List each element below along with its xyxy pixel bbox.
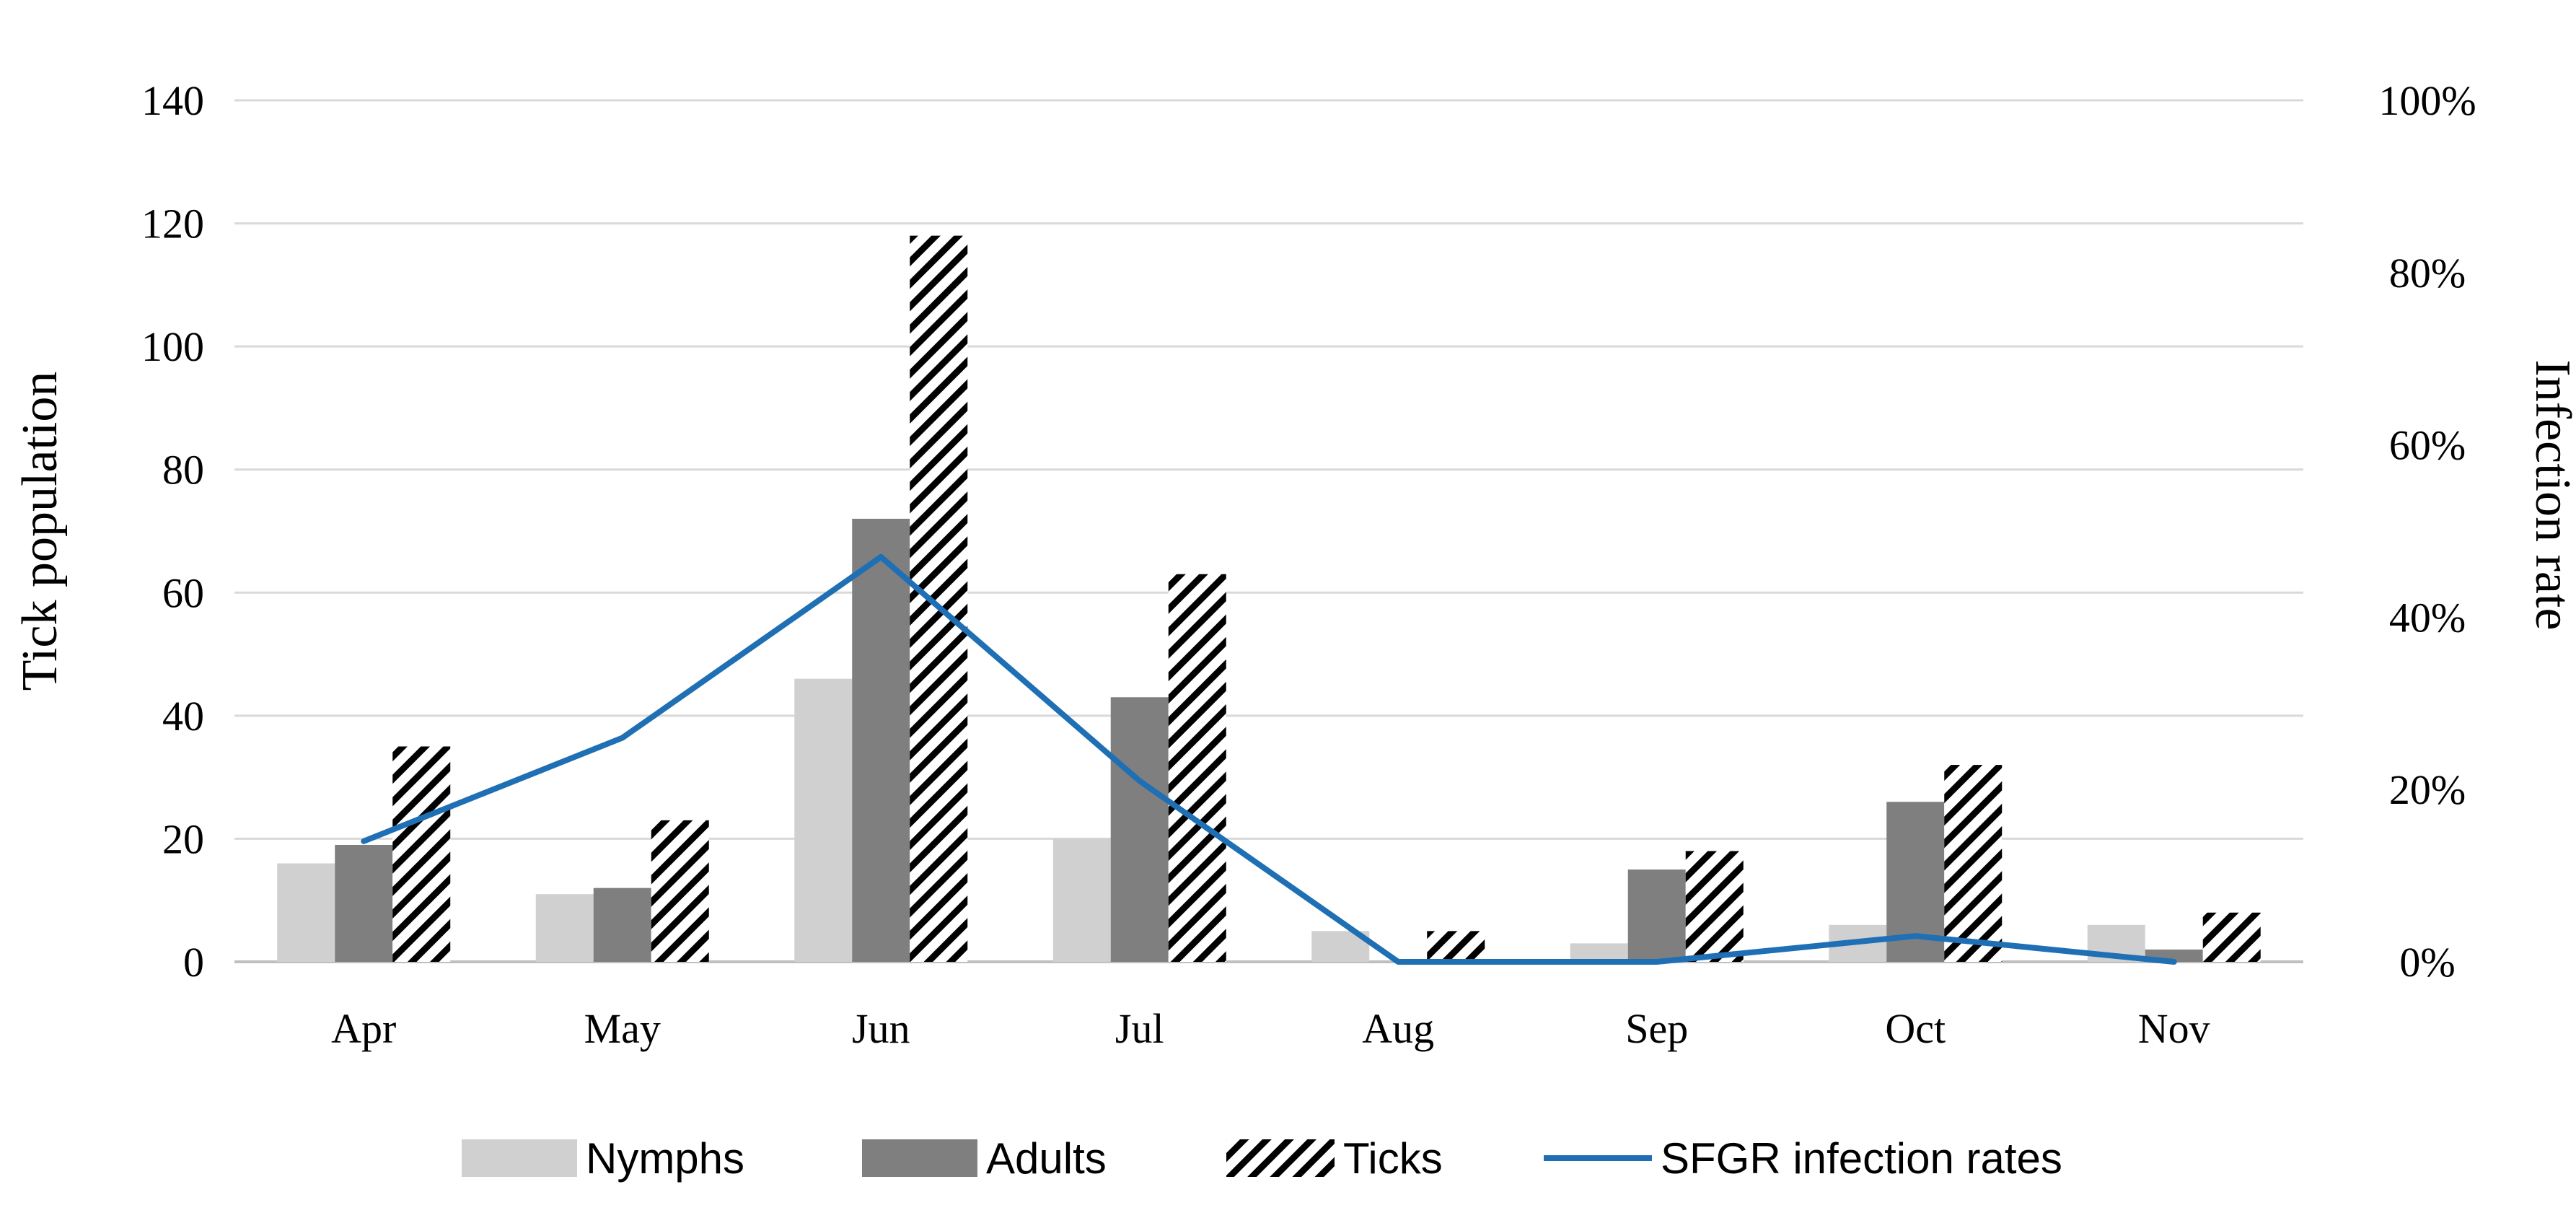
- line-sfgr-infection-rates: [361, 553, 2177, 965]
- bars: [277, 235, 2261, 963]
- legend-nymphs-label: Nymphs: [586, 1134, 744, 1183]
- x-tick-label: Jul: [1115, 1005, 1164, 1052]
- bar-nymphs-may: [535, 894, 594, 962]
- y-tick-label: 120: [141, 201, 204, 247]
- infection-line: [361, 553, 2177, 965]
- y-tick-label: 0: [183, 939, 204, 986]
- bar-ticks-oct: [1944, 765, 2003, 962]
- bar-ticks-apr: [392, 746, 451, 962]
- bar-nymphs-apr: [277, 863, 335, 962]
- legend-adults-swatch: [862, 1139, 977, 1177]
- legend-ticks-swatch: [1226, 1139, 1335, 1177]
- y2-tick-label: 60%: [2389, 422, 2466, 469]
- y2-tick-label: 40%: [2389, 594, 2466, 641]
- x-tick-label: Sep: [1625, 1005, 1688, 1052]
- legend-ticks-label: Ticks: [1343, 1134, 1443, 1183]
- x-tick-label: Nov: [2138, 1005, 2210, 1052]
- bar-ticks-jun: [910, 235, 968, 963]
- legend: Nymphs Adults Ticks SFGR infection rates: [462, 1134, 2062, 1183]
- y-axis-title: Tick population: [12, 372, 68, 691]
- legend-nymphs-swatch: [462, 1139, 577, 1177]
- bar-nymphs-sep: [1570, 943, 1628, 962]
- y-tick-label: 60: [162, 569, 204, 616]
- y-tick-label: 80: [162, 447, 204, 494]
- y-tick-label: 20: [162, 815, 204, 862]
- bar-adults-sep: [1627, 869, 1686, 962]
- bar-adults-apr: [335, 844, 393, 962]
- bar-nymphs-jun: [794, 678, 853, 962]
- bar-ticks-nov: [2202, 912, 2261, 962]
- x-tick-label: Apr: [331, 1005, 396, 1052]
- y-tick-label: 40: [162, 693, 204, 740]
- y-tick-label: 100: [141, 323, 204, 370]
- y2-tick-label: 0%: [2399, 939, 2455, 986]
- y2-tick-label: 20%: [2389, 766, 2466, 813]
- x-tick-label: Jun: [852, 1005, 910, 1052]
- x-tick-label: May: [584, 1005, 661, 1052]
- bar-ticks-jul: [1168, 574, 1226, 962]
- y-tick-label: 140: [141, 77, 204, 124]
- bar-ticks-may: [651, 820, 709, 962]
- bar-ticks-aug: [1427, 931, 1485, 962]
- bar-ticks-sep: [1685, 851, 1744, 962]
- x-tick-label: Oct: [1885, 1005, 1946, 1052]
- y2-tick-label: 100%: [2378, 77, 2476, 124]
- axes: 0 20 40 60 80 100 120 140 0% 20% 40% 60% 80% 100% Apr M…: [12, 77, 2576, 1052]
- bar-nymphs-jul: [1052, 838, 1111, 962]
- y2-tick-label: 80%: [2389, 250, 2466, 297]
- y2-axis-title: Infection rate: [2525, 359, 2576, 630]
- bar-adults-jun: [852, 518, 910, 962]
- bar-adults-may: [593, 888, 651, 962]
- legend-sfgr-infection-rates-label: SFGR infection rates: [1661, 1134, 2062, 1183]
- legend-adults-label: Adults: [986, 1134, 1107, 1183]
- x-tick-label: Aug: [1362, 1005, 1434, 1052]
- bar-adults-jul: [1110, 697, 1169, 962]
